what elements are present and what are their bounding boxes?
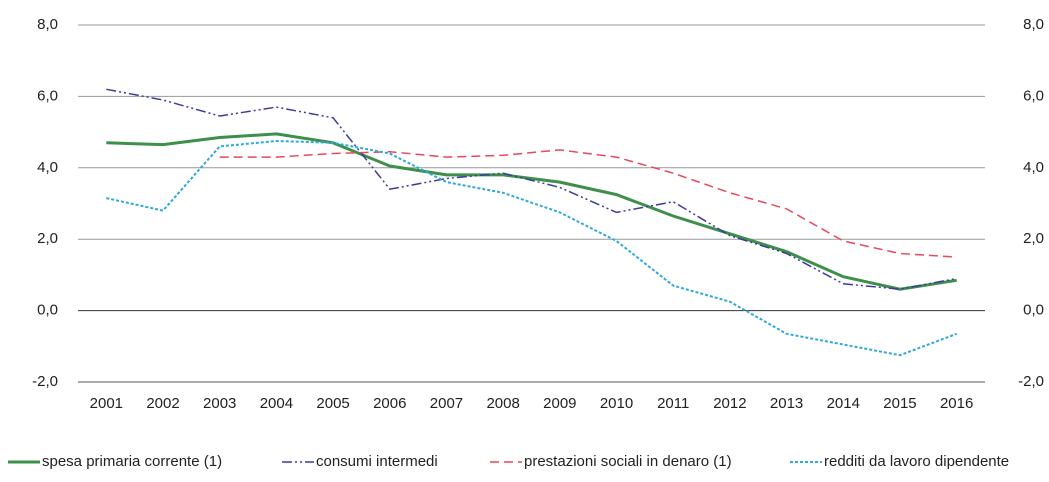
x-tick-label: 2012 — [713, 395, 746, 412]
x-tick-label: 2009 — [543, 395, 576, 412]
legend-label: redditi da lavoro dipendente — [824, 453, 1009, 470]
series-line — [219, 149, 957, 258]
y2-tick-label: -2,0 — [1018, 373, 1044, 390]
y-tick-label: 2,0 — [37, 230, 58, 247]
y2-tick-label: 2,0 — [1023, 230, 1044, 247]
x-tick-label: 2010 — [600, 395, 633, 412]
y2-tick-label: 0,0 — [1023, 302, 1044, 319]
legend-label: consumi intermedi — [316, 453, 438, 470]
series-line — [106, 132, 957, 291]
x-tick-label: 2001 — [90, 395, 123, 412]
y-tick-label: 0,0 — [37, 302, 58, 319]
y-tick-label: 8,0 — [37, 16, 58, 33]
x-tick-label: 2007 — [430, 395, 463, 412]
x-tick-label: 2016 — [940, 395, 973, 412]
y2-tick-label: 8,0 — [1023, 16, 1044, 33]
series-line — [106, 139, 958, 357]
x-tick-label: 2003 — [203, 395, 236, 412]
y-tick-label: 4,0 — [37, 159, 58, 176]
legend-label: prestazioni sociali in denaro (1) — [524, 453, 732, 470]
x-tick-label: 2002 — [146, 395, 179, 412]
x-tick-label: 2004 — [260, 395, 293, 412]
y-tick-label: 6,0 — [37, 87, 58, 104]
x-tick-label: 2015 — [883, 395, 916, 412]
legend-label: spesa primaria corrente (1) — [42, 453, 222, 470]
series-line — [106, 88, 957, 290]
y-tick-label: -2,0 — [32, 373, 58, 390]
x-tick-label: 2011 — [657, 395, 689, 412]
x-tick-label: 2008 — [486, 395, 519, 412]
x-tick-label: 2006 — [373, 395, 406, 412]
y2-tick-label: 4,0 — [1023, 159, 1044, 176]
y2-tick-label: 6,0 — [1023, 87, 1044, 104]
x-tick-label: 2005 — [316, 395, 349, 412]
x-tick-label: 2014 — [827, 395, 860, 412]
x-tick-label: 2013 — [770, 395, 803, 412]
